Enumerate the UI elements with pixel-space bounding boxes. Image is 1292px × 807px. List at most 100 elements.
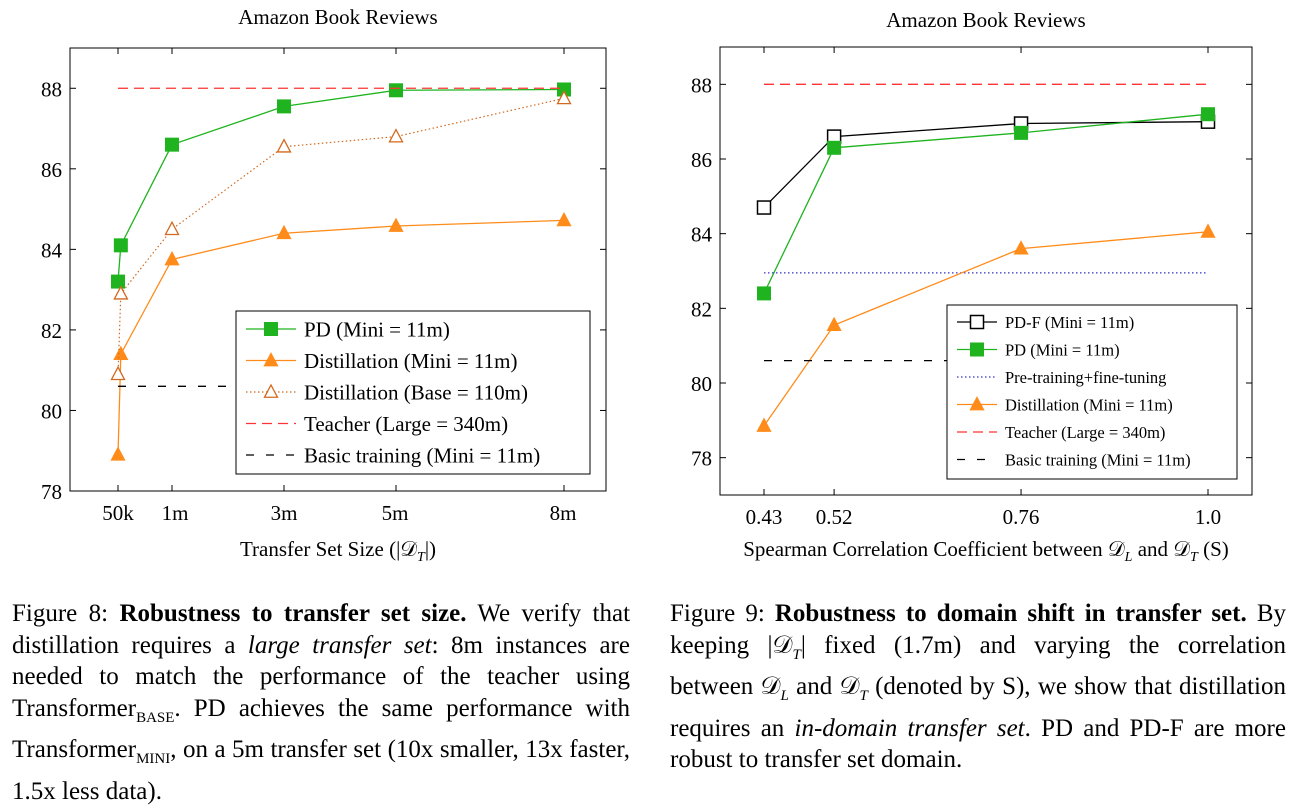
marker-square xyxy=(757,286,771,301)
y-tick-label: 84 xyxy=(691,223,713,247)
series-line xyxy=(763,231,1209,427)
legend-label: PD-F (Mini = 11m) xyxy=(1005,313,1134,332)
figure-8-chart: Amazon Book Reviews 78 80 82 84 86 88 50k 1m 3m 5m… xyxy=(41,5,607,565)
y-tick-label: 86 xyxy=(41,158,62,182)
marker-triangle xyxy=(969,396,985,411)
figure-9-chart: Amazon Book Reviews 78 80 82 84 86 88 0.43 0.52 0… xyxy=(691,8,1253,565)
y-tick-label: 82 xyxy=(41,319,62,343)
marker-square xyxy=(756,200,772,215)
caption-text: : 8m instances are needed to match the p… xyxy=(12,631,630,722)
y-tick-label: 88 xyxy=(41,77,62,101)
marker-square xyxy=(1201,107,1215,122)
x-tick-label: 8m xyxy=(550,501,577,525)
caption-text: . PD achieves the same performance with … xyxy=(12,694,630,764)
caption-subscript: L xyxy=(780,688,789,704)
x-tick-label: 5m xyxy=(382,501,409,525)
marker-triangle xyxy=(113,285,129,300)
marker-triangle xyxy=(263,352,279,367)
marker-triangle xyxy=(556,211,572,227)
marker-triangle xyxy=(388,217,404,232)
y-tick-label: 80 xyxy=(691,372,712,396)
caption-label: Figure 9: xyxy=(670,600,765,627)
marker-square xyxy=(969,314,985,330)
series-line xyxy=(117,88,565,282)
legend-label: Pre-training+fine-tuning xyxy=(1005,368,1166,387)
marker-triangle xyxy=(164,251,180,266)
y-tick-label: 80 xyxy=(41,399,62,423)
caption-subscript: T xyxy=(792,646,801,663)
caption-subscript: MINI xyxy=(136,751,171,767)
legend: PD-F (Mini = 11m) PD (Mini = 11m) Pre-trai… xyxy=(946,304,1238,480)
caption-text: and 𝒟 xyxy=(788,673,860,700)
x-tick-label: 1.0 xyxy=(1195,505,1221,529)
marker-square xyxy=(827,140,842,155)
marker-square xyxy=(113,238,128,253)
legend-label: Distillation (Base = 110m) xyxy=(304,380,528,404)
marker-triangle xyxy=(1200,223,1216,238)
marker-square xyxy=(277,99,291,114)
y-tick-label: 82 xyxy=(691,297,712,321)
series-3 xyxy=(756,223,1216,432)
marker-triangle xyxy=(556,89,572,105)
legend-label: Teacher (Large = 340m) xyxy=(1005,423,1165,442)
chart-title: Amazon Book Reviews xyxy=(886,8,1085,32)
legend-label: Basic training (Mini = 11m) xyxy=(1005,450,1191,469)
y-tick-label: 86 xyxy=(691,148,712,172)
x-tick-label: 1m xyxy=(162,501,189,525)
series-1 xyxy=(757,107,1215,301)
x-tick-label: 50k xyxy=(102,501,134,525)
caption-text: By keeping |𝒟 xyxy=(670,600,1286,659)
series-line xyxy=(763,121,1209,208)
plot-frame xyxy=(719,46,1253,496)
caption-italic: large transfer set xyxy=(247,631,432,659)
marker-triangle xyxy=(276,224,292,240)
x-axis-label: Transfer Set Size (|𝒟T|) xyxy=(240,537,436,565)
legend-label: PD (Mini = 11m) xyxy=(1005,340,1120,359)
caption-text: We verify that distillation requires a xyxy=(12,600,631,659)
marker-square xyxy=(1014,125,1029,140)
plot-frame xyxy=(69,47,607,492)
figure-8-caption: Figure 8: Robustness to transfer set siz… xyxy=(12,598,630,807)
caption-text: . PD and PD-F are more robust to transfe… xyxy=(670,714,1286,774)
x-tick-label: 3m xyxy=(271,501,298,525)
series-line xyxy=(117,97,565,375)
legend-box xyxy=(946,304,1238,480)
y-tick-label: 78 xyxy=(691,447,712,471)
chart-title: Amazon Book Reviews xyxy=(238,5,437,29)
series-1 xyxy=(110,211,572,461)
marker-triangle xyxy=(164,220,180,236)
marker-square xyxy=(970,342,984,357)
x-tick-label: 0.76 xyxy=(1003,505,1040,529)
marker-triangle xyxy=(756,417,772,432)
legend-label: Teacher (Large = 340m) xyxy=(304,412,508,436)
x-tick-label: 0.52 xyxy=(816,505,853,529)
caption-subscript: T xyxy=(859,688,868,704)
marker-triangle xyxy=(110,446,126,461)
legend: PD (Mini = 11m) Distillation (Mini = 11m)… xyxy=(235,310,591,475)
legend-label: Basic training (Mini = 11m) xyxy=(304,443,540,467)
legend-label: Distillation (Mini = 11m) xyxy=(304,349,517,373)
legend-label: Distillation (Mini = 11m) xyxy=(1005,395,1173,414)
marker-square xyxy=(264,322,278,336)
series-2 xyxy=(110,89,572,381)
caption-text: , on a 5m transfer set (10x smaller, 13x… xyxy=(12,736,630,805)
caption-label: Figure 8: xyxy=(12,600,109,627)
caption-subscript: BASE xyxy=(136,709,175,726)
series-0 xyxy=(111,82,571,289)
marker-triangle xyxy=(826,316,842,332)
caption-text: (denoted by S), we show that distillatio… xyxy=(670,673,1286,742)
marker-square xyxy=(389,83,403,98)
y-tick-label: 78 xyxy=(41,480,62,504)
marker-triangle xyxy=(276,138,292,153)
marker-triangle xyxy=(388,128,404,143)
y-tick-label: 88 xyxy=(691,73,712,97)
x-tick-label: 0.43 xyxy=(746,505,783,529)
y-tick-label: 84 xyxy=(41,238,63,262)
series-line xyxy=(763,113,1209,294)
marker-square xyxy=(165,137,179,152)
x-axis-label: Spearman Correlation Coefficient between… xyxy=(743,537,1229,565)
marker-triangle xyxy=(263,383,279,398)
marker-triangle xyxy=(1013,240,1029,255)
caption-italic: in-domain transfer set xyxy=(794,714,1025,742)
caption-text: | fixed (1.7m) and varying the correlati… xyxy=(670,631,1287,701)
